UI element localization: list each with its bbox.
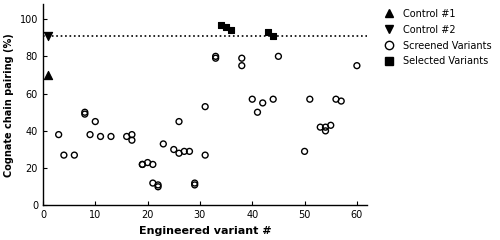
Point <box>337 99 345 103</box>
Point <box>217 23 225 27</box>
Point <box>326 123 334 127</box>
Point <box>274 54 282 58</box>
Point <box>81 112 89 116</box>
Point <box>201 153 209 157</box>
Point <box>238 56 246 60</box>
Point <box>70 153 78 157</box>
Point <box>154 183 162 187</box>
Point <box>190 181 198 185</box>
Point <box>269 97 277 101</box>
Point <box>212 56 220 60</box>
Point <box>353 64 361 68</box>
Point <box>92 120 100 124</box>
Point <box>212 54 220 58</box>
Point <box>128 133 136 137</box>
Point <box>332 97 340 101</box>
Point <box>154 185 162 189</box>
Point <box>322 125 330 129</box>
Point <box>81 110 89 114</box>
Point <box>138 162 146 166</box>
Point <box>180 150 188 153</box>
Point <box>54 133 62 137</box>
Point <box>306 97 314 101</box>
Point <box>228 28 235 32</box>
Point <box>300 150 308 153</box>
Point <box>238 64 246 68</box>
Point <box>222 25 230 29</box>
Point <box>144 161 152 164</box>
Point <box>86 133 94 137</box>
Point <box>44 73 52 77</box>
Point <box>254 110 262 114</box>
Point <box>264 30 272 34</box>
Legend: Control #1, Control #2, Screened Variants, Selected Variants: Control #1, Control #2, Screened Variant… <box>376 5 495 70</box>
Point <box>269 34 277 38</box>
Point <box>322 129 330 133</box>
X-axis label: Engineered variant #: Engineered variant # <box>139 226 272 236</box>
Point <box>170 148 178 151</box>
Point <box>60 153 68 157</box>
Point <box>128 138 136 142</box>
Point <box>122 135 130 138</box>
Point <box>190 183 198 187</box>
Point <box>160 142 168 146</box>
Point <box>149 162 157 166</box>
Point <box>175 151 183 155</box>
Point <box>186 150 194 153</box>
Y-axis label: Cognate chain pairing (%): Cognate chain pairing (%) <box>4 33 14 177</box>
Point <box>107 135 115 138</box>
Point <box>44 34 52 38</box>
Point <box>149 181 157 185</box>
Point <box>96 135 104 138</box>
Point <box>248 97 256 101</box>
Point <box>175 120 183 124</box>
Point <box>316 125 324 129</box>
Point <box>138 162 146 166</box>
Point <box>258 101 266 105</box>
Point <box>201 105 209 108</box>
